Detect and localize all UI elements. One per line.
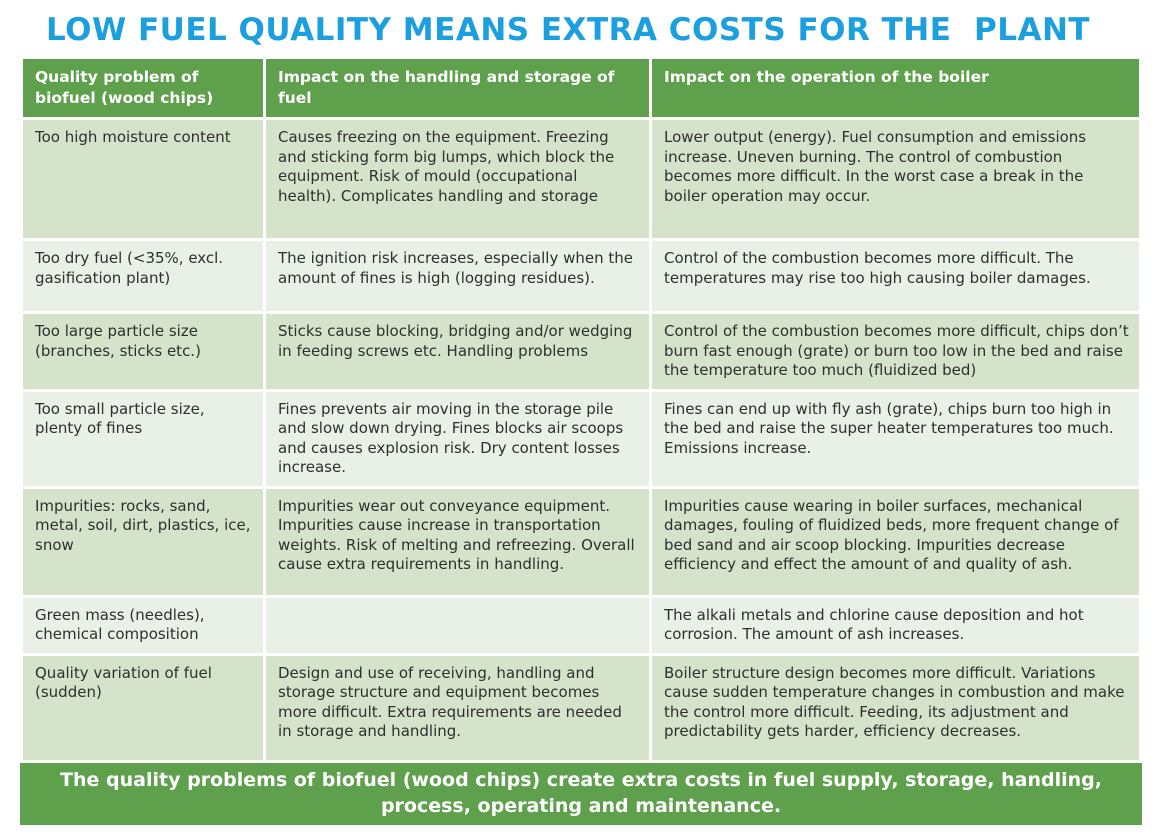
header-row: Quality problem of biofuel (wood chips) … (23, 59, 1139, 117)
table-row: Impurities: rocks, sand, metal, soil, di… (23, 488, 1139, 595)
boiler-impact-cell: Control of the combustion becomes more d… (652, 241, 1139, 311)
boiler-impact-cell: Boiler structure design becomes more dif… (652, 655, 1139, 760)
handling-impact-cell: Causes freezing on the equipment. Freezi… (266, 120, 649, 238)
handling-impact-cell: Fines prevents air moving in the storage… (266, 391, 649, 486)
page-title: LOW FUEL QUALITY MEANS EXTRA COSTS FOR T… (46, 12, 1091, 48)
handling-impact-cell: Impurities wear out conveyance equipment… (266, 488, 649, 595)
handling-impact-cell: Sticks cause blocking, bridging and/or w… (266, 314, 649, 389)
boiler-impact-cell: Lower output (energy). Fuel consumption … (652, 120, 1139, 238)
header-boiler-impact: Impact on the operation of the boiler (652, 59, 1139, 117)
handling-impact-cell (266, 597, 649, 653)
table-row: Quality variation of fuel (sudden) Desig… (23, 655, 1139, 760)
handling-impact-cell: Design and use of receiving, handling an… (266, 655, 649, 760)
problem-cell: Quality variation of fuel (sudden) (23, 655, 263, 760)
boiler-impact-cell: Impurities cause wearing in boiler surfa… (652, 488, 1139, 595)
table-row: Green mass (needles), chemical compositi… (23, 597, 1139, 653)
table-row: Too small particle size, plenty of fines… (23, 391, 1139, 486)
header-handling-impact: Impact on the handling and storage of fu… (266, 59, 649, 117)
table-row: Too dry fuel (<35%, excl. gasification p… (23, 241, 1139, 311)
boiler-impact-cell: The alkali metals and chlorine cause dep… (652, 597, 1139, 653)
table-row: Too high moisture content Causes freezin… (23, 120, 1139, 238)
boiler-impact-cell: Control of the combustion becomes more d… (652, 314, 1139, 389)
summary-banner: The quality problems of biofuel (wood ch… (20, 762, 1142, 825)
problem-cell: Green mass (needles), chemical compositi… (23, 597, 263, 653)
problem-cell: Too dry fuel (<35%, excl. gasification p… (23, 241, 263, 311)
handling-impact-cell: The ignition risk increases, especially … (266, 241, 649, 311)
problem-cell: Too high moisture content (23, 120, 263, 238)
header-quality-problem: Quality problem of biofuel (wood chips) (23, 59, 263, 117)
problem-cell: Too large particle size (branches, stick… (23, 314, 263, 389)
problem-cell: Too small particle size, plenty of fines (23, 391, 263, 486)
fuel-quality-table: Quality problem of biofuel (wood chips) … (20, 56, 1142, 763)
problem-cell: Impurities: rocks, sand, metal, soil, di… (23, 488, 263, 595)
table-row: Too large particle size (branches, stick… (23, 314, 1139, 389)
boiler-impact-cell: Fines can end up with fly ash (grate), c… (652, 391, 1139, 486)
fuel-quality-table-wrap: Quality problem of biofuel (wood chips) … (20, 56, 1142, 763)
